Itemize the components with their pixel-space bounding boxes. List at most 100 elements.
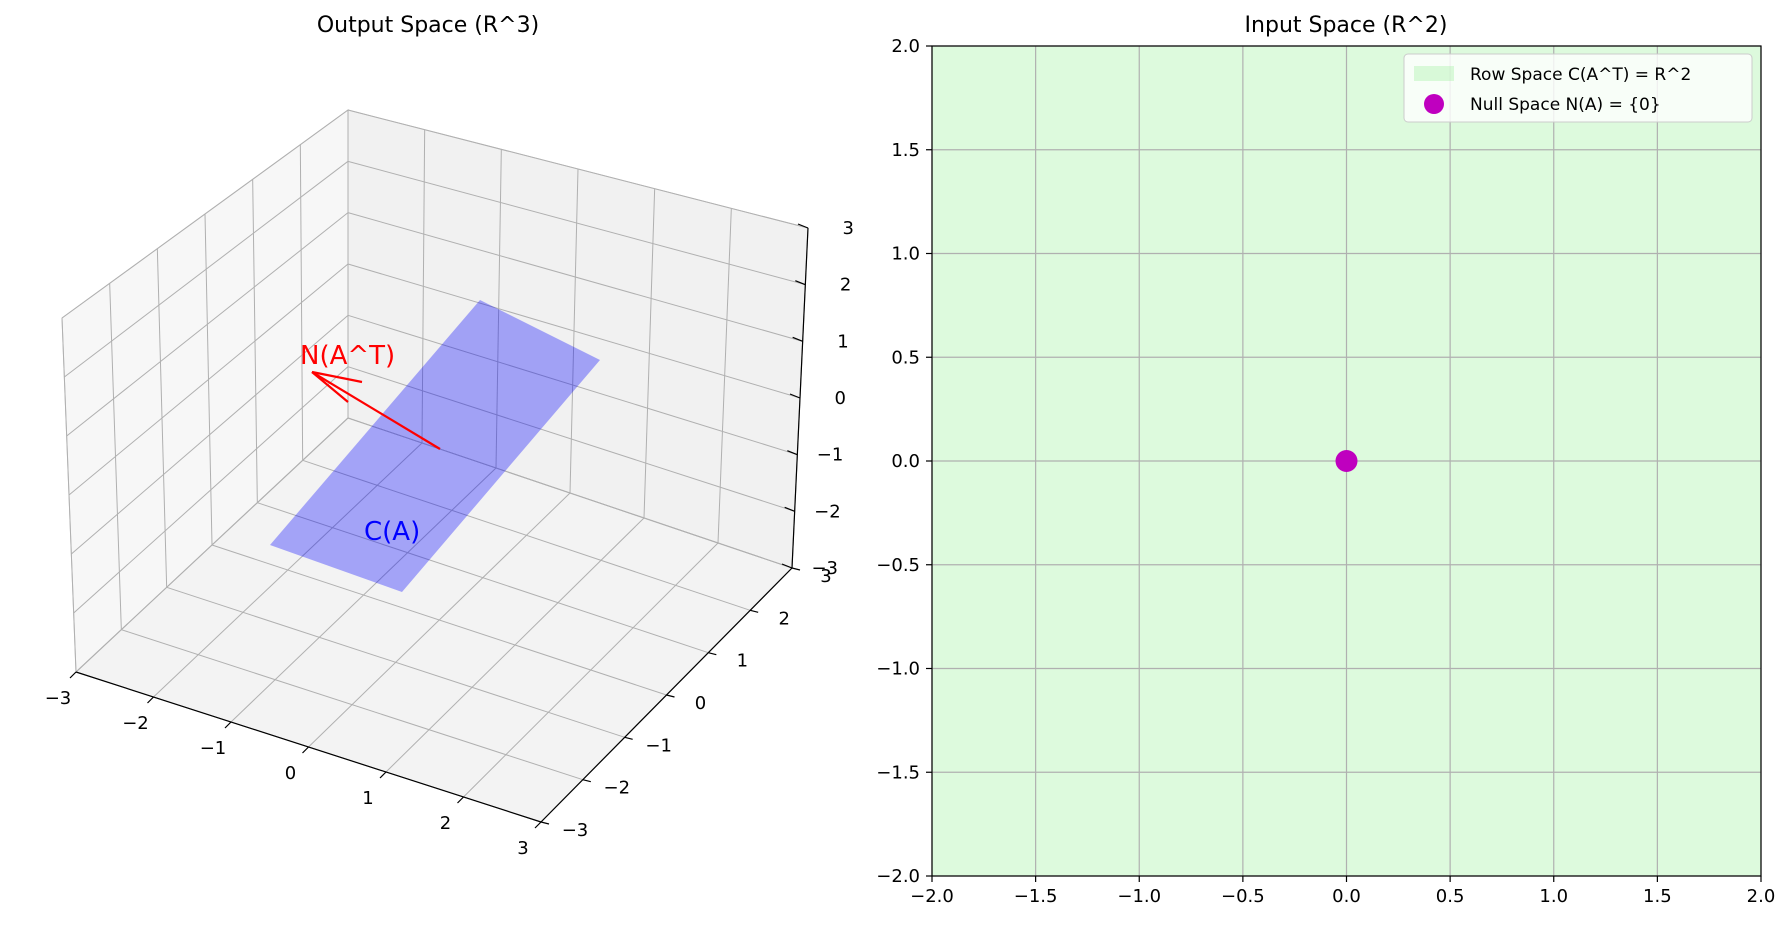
x-tick-mark <box>379 771 387 779</box>
x-tick-label: 2 <box>440 813 451 834</box>
x-tick-label: 1 <box>362 788 373 809</box>
y-tick-label: −3 <box>562 820 589 841</box>
x-tick-label: 1.5 <box>1643 886 1672 907</box>
left-wall-grid-line <box>68 263 349 496</box>
back-wall-grid-line <box>347 417 793 569</box>
x-tick-mark <box>147 696 154 704</box>
z-tick-label: 2 <box>840 275 851 296</box>
legend-point-marker <box>1424 94 1444 114</box>
x-tick-label: −0.5 <box>1221 886 1265 907</box>
z-tick-mark <box>792 336 803 342</box>
z-tick-mark <box>784 506 795 512</box>
y-tick-label: 0.0 <box>891 451 920 472</box>
x-tick-label: 0 <box>285 763 296 784</box>
x-tick-mark <box>302 746 309 754</box>
legend-fill-swatch <box>1414 66 1454 81</box>
legend-entry-null-space: Null Space N(A) = {0} <box>1470 95 1661 115</box>
x-tick-label: −1.5 <box>1014 886 1058 907</box>
left-wall-grid-line <box>64 160 349 378</box>
left-null-space-vector <box>311 370 441 450</box>
legend-box <box>1403 53 1753 123</box>
y-tick-label: −0.5 <box>876 555 920 576</box>
x-tick-label: 3 <box>517 838 528 859</box>
x-tick-mark <box>69 671 77 679</box>
output-space-title: Output Space (R^3) <box>317 13 539 38</box>
back-wall-grid-line <box>347 263 801 399</box>
y-tick-label: 2.0 <box>891 36 920 57</box>
z-tick-mark <box>789 393 801 399</box>
z-tick-label: −3 <box>811 558 838 579</box>
left-wall-grid-line <box>73 366 349 614</box>
output-space-chart: Output Space (R^3) C(A) N(A^T) −3 −2 −1 0 1 2… <box>45 13 854 859</box>
y-tick-label: 0.5 <box>891 347 920 368</box>
back-wall-grid-line <box>347 160 806 286</box>
null-space-point <box>1335 450 1358 472</box>
y-tick-mark <box>624 736 633 740</box>
x-tick-label: −3 <box>45 688 72 709</box>
floor-grid-line <box>211 544 667 696</box>
x-tick-mark <box>224 721 232 729</box>
y-tick-mark <box>791 567 801 571</box>
z-tick-label: 0 <box>835 388 846 409</box>
vector-label: N(A^T) <box>300 341 395 371</box>
z-tick-mark <box>797 223 809 229</box>
floor-grid-line <box>166 586 625 738</box>
x-tick-label: −2 <box>122 713 149 734</box>
x-tick-label: −1 <box>200 738 227 759</box>
legend-entry-row-space: Row Space C(A^T) = R^2 <box>1470 65 1691 85</box>
floor-grid-line <box>302 459 751 611</box>
left-wall-grid-line <box>75 417 349 673</box>
y-tick-label: 1 <box>737 651 748 672</box>
y-tick-label: 2 <box>778 608 789 629</box>
left-wall-grid-line <box>61 109 349 319</box>
back-wall-grid-line <box>347 109 809 229</box>
z-tick-mark <box>781 563 793 569</box>
floor-grid-line <box>121 629 583 781</box>
y-tick-mark <box>666 694 675 698</box>
x-tick-mark <box>457 796 464 804</box>
z-tick-mark <box>795 280 806 286</box>
y-tick-label: 3 <box>820 566 831 587</box>
z-tick-label: 1 <box>837 331 848 352</box>
y-tick-label: −2 <box>604 778 631 799</box>
left-wall-grid-line <box>71 314 349 555</box>
y-tick-label: −1.0 <box>876 659 920 680</box>
legend: Row Space C(A^T) = R^2 Null Space N(A) =… <box>1403 53 1753 123</box>
y-tick-label: 1.0 <box>891 244 920 265</box>
x-tick-label: −1.0 <box>1117 886 1161 907</box>
input-space-chart: Input Space (R^2) −2.0 −1.5 −1.0 −0.5 0.0 0.5… <box>876 13 1775 907</box>
y-tick-mark <box>582 779 591 783</box>
x-tick-label: 0.0 <box>1332 886 1361 907</box>
y-tick-mark <box>708 652 717 656</box>
x-tick-label: 1.0 <box>1539 886 1568 907</box>
x-tick-label: 0.5 <box>1436 886 1465 907</box>
floor-grid-line <box>257 502 709 654</box>
vector-head-lower <box>311 371 349 403</box>
y-tick-label: 1.5 <box>891 140 920 161</box>
y-tick-mark <box>750 609 759 613</box>
x-tick-label: 2.0 <box>1747 886 1776 907</box>
ticks-2d: −2.0 −1.5 −1.0 −0.5 0.0 0.5 1.0 1.5 2.0 −2.0 −1.5 −… <box>876 36 1775 907</box>
x-tick-mark <box>534 821 542 829</box>
back-wall-grid-line <box>347 366 795 512</box>
plane-label: C(A) <box>364 517 420 547</box>
z-tick-label: 3 <box>843 218 854 239</box>
y-tick-label: 0 <box>695 693 706 714</box>
points-2d <box>1335 450 1358 472</box>
vector-shaft <box>311 371 441 450</box>
z-tick-mark <box>787 450 798 456</box>
y-tick-label: −2.0 <box>876 866 920 887</box>
y-tick-label: −1.5 <box>876 762 920 783</box>
y-tick-label: −1 <box>645 735 672 756</box>
z-tick-label: −1 <box>817 445 844 466</box>
back-wall-grid-line <box>347 212 803 342</box>
y-tick-mark <box>540 821 550 825</box>
z-tick-label: −2 <box>814 501 841 522</box>
vector-head-upper <box>311 370 363 384</box>
input-space-title: Input Space (R^2) <box>1245 13 1448 38</box>
x-tick-label: −2.0 <box>910 886 954 907</box>
back-wall-grid-line <box>347 314 798 456</box>
